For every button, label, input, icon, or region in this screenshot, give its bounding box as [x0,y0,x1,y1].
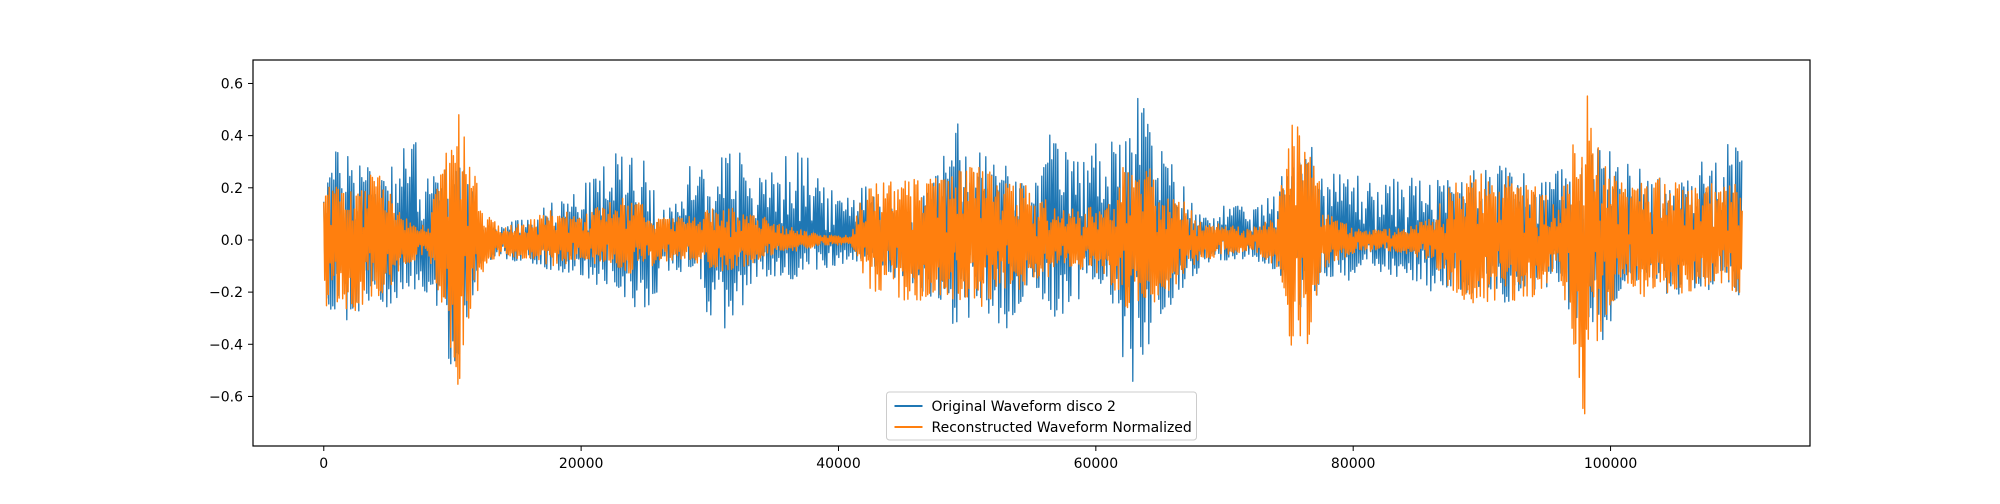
y-tick-label: −0.2 [209,285,243,301]
legend: Original Waveform disco 2 Reconstructed W… [886,391,1197,441]
y-tick-label: 0.0 [221,233,243,249]
y-tick-label: 0.2 [221,181,243,197]
plot-frame [252,59,1811,447]
y-tick-label: 0.4 [221,129,243,145]
x-tick-label: 0 [319,456,328,472]
x-tick-label: 80000 [1331,456,1376,472]
x-tick-label: 60000 [1074,456,1119,472]
legend-label: Original Waveform disco 2 [932,399,1116,415]
x-axis: 0 20000 40000 60000 80000 100000 [319,446,1637,472]
series-line-2 [323,95,1743,415]
y-tick-label: −0.6 [209,389,243,405]
x-tick-label: 100000 [1584,456,1637,472]
legend-box [886,391,1197,441]
legend-label: Reconstructed Waveform Normalized [932,420,1192,436]
x-tick-label: 20000 [559,456,604,472]
y-axis: −0.6 −0.4 −0.2 0.0 0.2 0.4 0.6 [209,76,253,405]
x-tick-label: 40000 [816,456,861,472]
series-layer [323,95,1743,415]
y-tick-label: 0.6 [221,76,243,92]
y-tick-label: −0.4 [209,337,243,353]
